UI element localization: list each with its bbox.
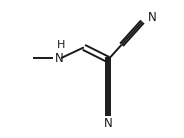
Text: N: N bbox=[147, 11, 156, 24]
Text: N: N bbox=[55, 52, 64, 65]
Text: N: N bbox=[104, 117, 113, 130]
Text: H: H bbox=[57, 40, 65, 50]
